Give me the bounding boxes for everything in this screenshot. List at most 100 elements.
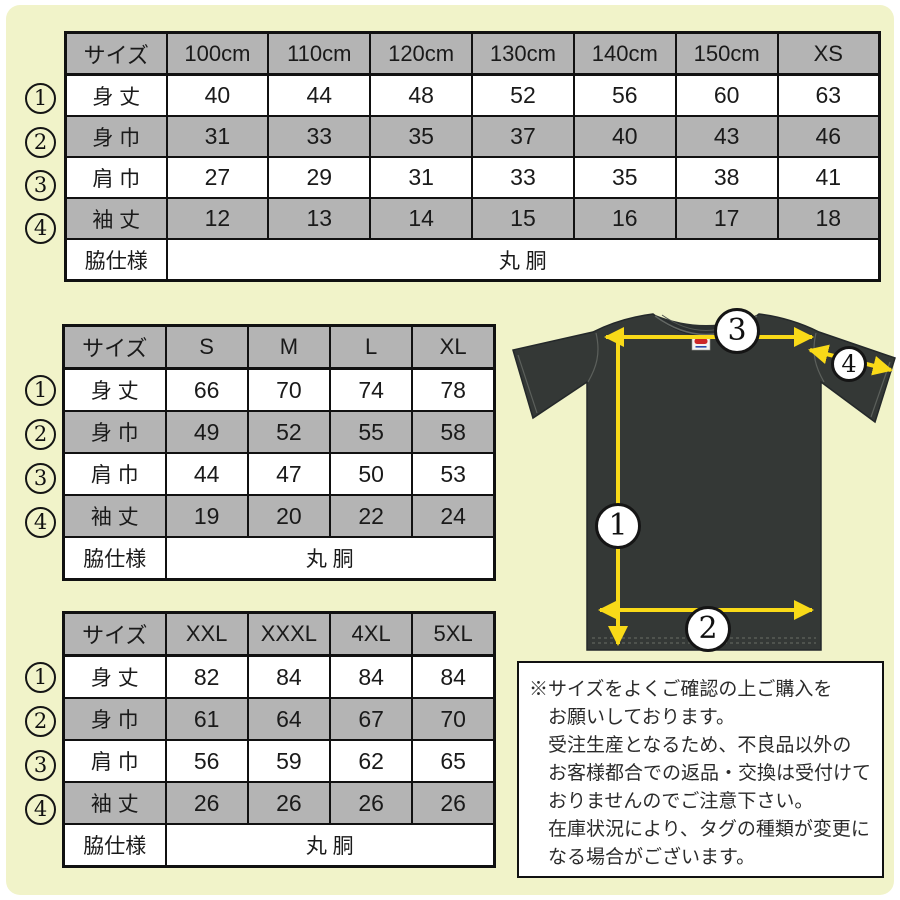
marker-3-shoulder: 3 — [25, 463, 56, 494]
size-value: 66 — [164, 367, 249, 412]
left-sleeve-hem — [517, 354, 538, 414]
marker-digit: 3 — [33, 173, 48, 197]
side-spec-value: 丸 胴 — [164, 823, 496, 868]
size-value: 27 — [165, 156, 270, 199]
size-value: 50 — [328, 452, 414, 496]
measure-label: 袖 丈 — [64, 197, 168, 240]
table-row-sleeve-length: 袖 丈 19 20 22 24 — [62, 494, 496, 538]
table-row-body-width: 身 巾 31 33 35 37 40 43 46 — [64, 115, 881, 158]
size-value: 19 — [164, 494, 249, 538]
measure-label: 脇仕様 — [62, 536, 167, 581]
size-col-header: M — [246, 324, 332, 370]
size-value: 33 — [267, 115, 372, 158]
size-value: 41 — [776, 156, 881, 199]
size-value: 18 — [776, 197, 881, 240]
notice-line: なる場合がございます。 — [548, 847, 756, 868]
table-row-side-spec: 脇仕様 丸 胴 — [62, 536, 496, 581]
size-value: 56 — [164, 739, 249, 783]
left-sleeve-seam — [587, 332, 599, 383]
size-value: 55 — [328, 410, 414, 454]
size-value: 53 — [411, 452, 496, 496]
measure-label: 身 丈 — [62, 654, 167, 699]
size-col-header: L — [328, 324, 414, 370]
size-value: 24 — [411, 494, 496, 538]
size-value: 17 — [674, 197, 779, 240]
table-header-row: サイズ 100cm 110cm 120cm 130cm 140cm 150cm … — [64, 31, 881, 76]
size-value: 44 — [267, 73, 372, 117]
marker-1-body-length: 1 — [25, 662, 56, 693]
size-value: 20 — [246, 494, 332, 538]
size-col-header: XXL — [164, 611, 249, 657]
size-value: 74 — [328, 367, 414, 412]
notice-line: お願いしております。 — [548, 707, 735, 728]
size-value: 43 — [674, 115, 779, 158]
size-table-plus: サイズ XXL XXXL 4XL 5XL 身 丈 82 84 84 84 身 巾… — [62, 611, 496, 868]
marker-digit: 3 — [727, 313, 747, 348]
measure-label: 脇仕様 — [64, 238, 168, 282]
marker-digit: 2 — [33, 130, 48, 154]
size-value: 52 — [246, 410, 332, 454]
table-header-row: サイズ S M L XL — [62, 324, 496, 370]
table-row-body-length: 身 丈 82 84 84 84 — [62, 654, 496, 699]
size-value: 31 — [369, 156, 474, 199]
measure-label: 袖 丈 — [62, 494, 167, 538]
size-col-header: 120cm — [369, 31, 474, 76]
marker-digit: 4 — [841, 350, 857, 378]
size-value: 15 — [471, 197, 575, 240]
size-value: 78 — [411, 367, 496, 412]
size-value: 14 — [369, 197, 474, 240]
size-value: 65 — [411, 739, 496, 783]
size-col-header: S — [164, 324, 249, 370]
size-value: 37 — [471, 115, 575, 158]
size-value: 47 — [246, 452, 332, 496]
table-row-sleeve-length: 袖 丈 26 26 26 26 — [62, 781, 496, 825]
measure-label: 身 丈 — [64, 73, 168, 117]
size-value: 40 — [572, 115, 677, 158]
size-value: 67 — [328, 697, 414, 741]
marker-4-sleeve-on-shirt: 4 — [831, 346, 867, 382]
size-value: 33 — [471, 156, 575, 199]
size-col-header: 5XL — [411, 611, 496, 657]
size-col-header: 150cm — [674, 31, 779, 76]
marker-3-shoulder-on-shirt: 3 — [714, 308, 760, 354]
size-value: 64 — [246, 697, 332, 741]
measure-label: 身 丈 — [62, 367, 167, 412]
size-value: 38 — [674, 156, 779, 199]
size-col-header: サイズ — [64, 31, 168, 76]
notice-line: 在庫状況により、タグの種類が変更に — [548, 819, 870, 840]
side-spec-value: 丸 胴 — [165, 238, 881, 282]
size-value: 49 — [164, 410, 249, 454]
size-value: 84 — [246, 654, 332, 699]
marker-1-body-length: 1 — [25, 375, 56, 406]
size-value: 22 — [328, 494, 414, 538]
size-value: 12 — [165, 197, 270, 240]
marker-digit: 1 — [33, 665, 48, 689]
size-value: 35 — [369, 115, 474, 158]
marker-4-sleeve: 4 — [25, 507, 56, 538]
marker-3-shoulder: 3 — [25, 170, 56, 201]
measure-label: 肩 巾 — [62, 739, 167, 783]
size-value: 61 — [164, 697, 249, 741]
size-value: 52 — [471, 73, 575, 117]
marker-4-sleeve: 4 — [25, 213, 56, 244]
size-table-adult: サイズ S M L XL 身 丈 66 70 74 78 身 巾 49 52 5… — [62, 324, 496, 581]
size-value: 58 — [411, 410, 496, 454]
size-value: 48 — [369, 73, 474, 117]
size-value: 16 — [572, 197, 677, 240]
size-value: 35 — [572, 156, 677, 199]
size-col-header: XS — [776, 31, 881, 76]
measure-label: 身 巾 — [64, 115, 168, 158]
measure-label: 肩 巾 — [64, 156, 168, 199]
size-col-header: サイズ — [62, 324, 167, 370]
marker-digit: 4 — [33, 216, 48, 240]
marker-2-width-on-shirt: 2 — [685, 606, 731, 652]
size-value: 70 — [246, 367, 332, 412]
measure-label: 身 巾 — [62, 410, 167, 454]
table-row-shoulder-width: 肩 巾 56 59 62 65 — [62, 739, 496, 783]
size-col-header: XL — [411, 324, 496, 370]
size-col-header: 110cm — [267, 31, 372, 76]
table-row-body-width: 身 巾 61 64 67 70 — [62, 697, 496, 741]
size-value: 62 — [328, 739, 414, 783]
marker-digit: 1 — [33, 378, 48, 402]
